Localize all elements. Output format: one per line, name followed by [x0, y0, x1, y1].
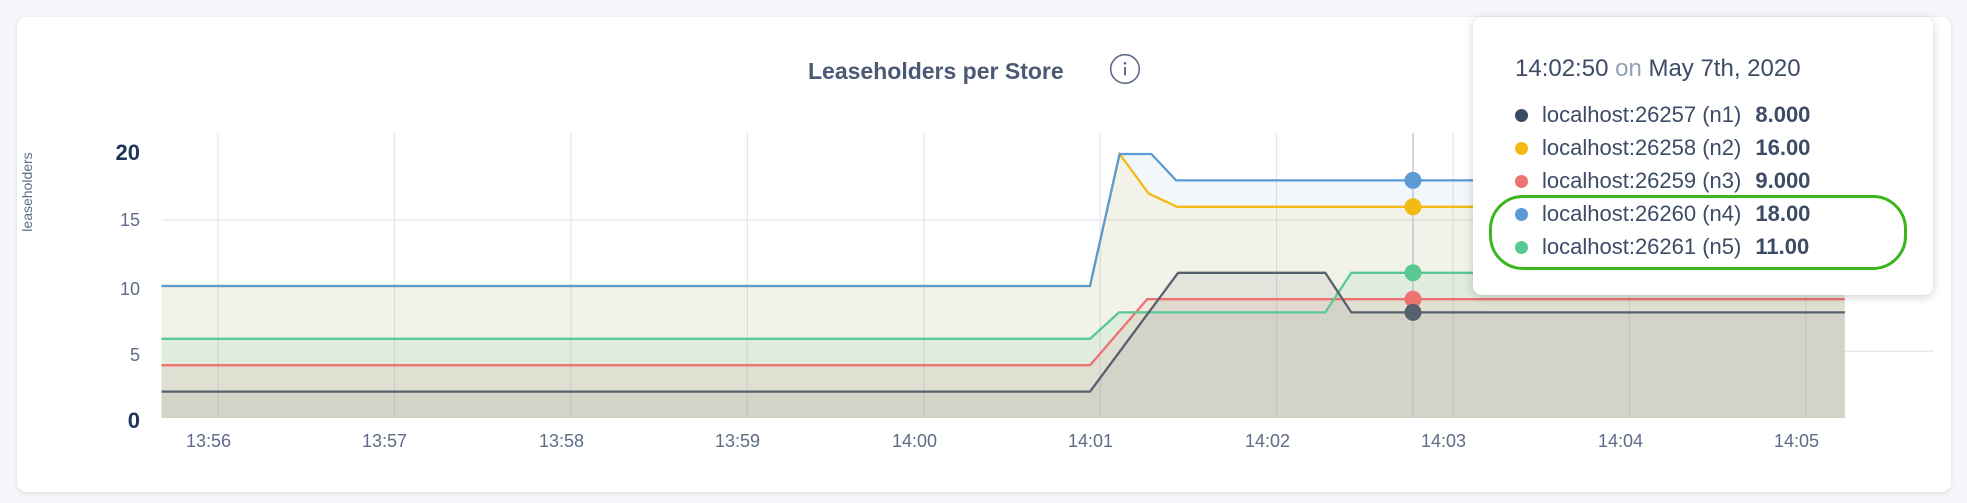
svg-text:14:05: 14:05 [1774, 431, 1819, 451]
svg-text:20: 20 [116, 140, 140, 165]
svg-text:5: 5 [130, 345, 140, 365]
svg-text:14:02: 14:02 [1245, 431, 1290, 451]
svg-text:10: 10 [120, 279, 140, 299]
svg-text:14:03: 14:03 [1421, 431, 1466, 451]
svg-text:0: 0 [128, 408, 140, 433]
svg-text:13:59: 13:59 [715, 431, 760, 451]
svg-text:15: 15 [120, 210, 140, 230]
svg-text:13:57: 13:57 [362, 431, 407, 451]
svg-text:14:04: 14:04 [1598, 431, 1643, 451]
svg-text:13:56: 13:56 [186, 431, 231, 451]
svg-text:14:00: 14:00 [892, 431, 937, 451]
svg-text:14:01: 14:01 [1068, 431, 1113, 451]
svg-text:13:58: 13:58 [539, 431, 584, 451]
